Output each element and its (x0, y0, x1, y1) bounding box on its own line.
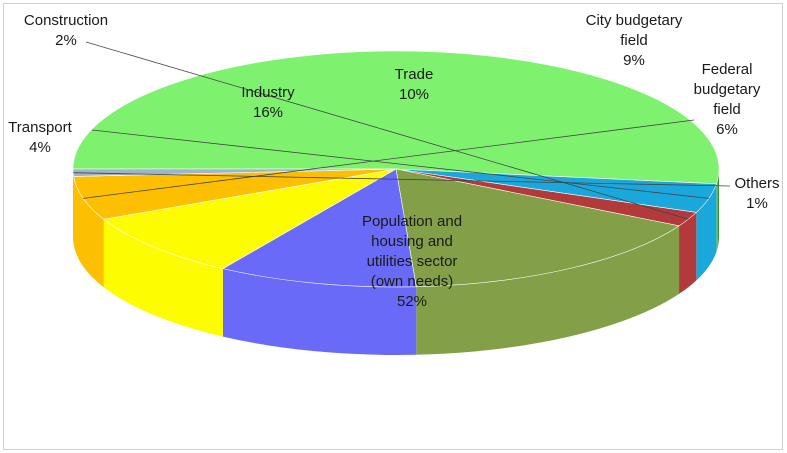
slice-name-label: Construction (24, 12, 108, 29)
slice-label-city-budgetary-field: City budgetary field 9% (586, 12, 683, 69)
slice-value-label: 6% (716, 121, 738, 138)
leader-line-others (73, 172, 731, 187)
slice-name-label: Others (734, 175, 779, 192)
pie-side-federal-budgetary-field (73, 176, 104, 288)
slice-value-label: 9% (623, 52, 645, 69)
slice-value-label: 10% (399, 86, 429, 103)
leader-lines (73, 41, 731, 220)
slice-name-label: budgetary (694, 81, 761, 98)
slice-label-federal-budgetary-field: Federal budgetary field 6% (694, 61, 761, 138)
leader-line-federal-budgetary-field (83, 119, 695, 199)
pie-side-transport (696, 183, 717, 281)
pie-slice-population-and-housing-and-utilities-sector-own-needs (72, 50, 720, 185)
slice-name-label: Transport (8, 119, 72, 136)
pie-side-industry (416, 225, 680, 355)
slice-labels: Population and housing and utilities secto… (8, 12, 779, 310)
slice-name-label: City budgetary (586, 12, 683, 29)
pie-side-trade (222, 268, 417, 355)
pie-side-city-budgetary-field (103, 219, 223, 337)
slice-value-label: 52% (397, 293, 427, 310)
pie-slice-trade (222, 168, 417, 288)
slice-name-label: Federal (702, 61, 753, 78)
slice-name-label: field (713, 101, 741, 118)
slice-label-trade: Trade 10% (395, 66, 434, 103)
slice-name-label: utilities sector (367, 253, 458, 270)
slice-label-construction: Construction 2% (24, 12, 108, 49)
pie-top (72, 50, 720, 288)
slice-label-industry: Industry 16% (241, 84, 295, 121)
leader-line-transport (91, 129, 709, 199)
slice-value-label: 16% (253, 104, 283, 121)
pie-side-population-and-housing-and-utilities-sector-own-needs (716, 169, 719, 252)
slice-label-transport: Transport 4% (8, 119, 72, 156)
slice-label-others: Others 1% (734, 175, 779, 212)
slice-name-label: (own needs) (371, 273, 454, 290)
slice-name-label: Trade (395, 66, 434, 83)
slice-name-label: field (620, 32, 648, 49)
slice-name-label: housing and (371, 233, 453, 250)
leader-line-construction (85, 41, 689, 220)
slice-value-label: 2% (55, 32, 77, 49)
slice-value-label: 4% (29, 139, 51, 156)
pie-side-others (73, 169, 74, 245)
slice-name-label: Industry (241, 84, 295, 101)
pie-slice-city-budgetary-field (103, 168, 397, 269)
pie-slice-industry (395, 168, 680, 288)
slice-value-label: 1% (746, 195, 768, 212)
pie-side-construction (679, 212, 697, 294)
slice-label-population-and-housing-and-utilities-sector-own-needs: Population and housing and utilities secto… (362, 213, 462, 310)
pie-depth (73, 169, 719, 355)
slice-name-label: Population and (362, 213, 462, 230)
